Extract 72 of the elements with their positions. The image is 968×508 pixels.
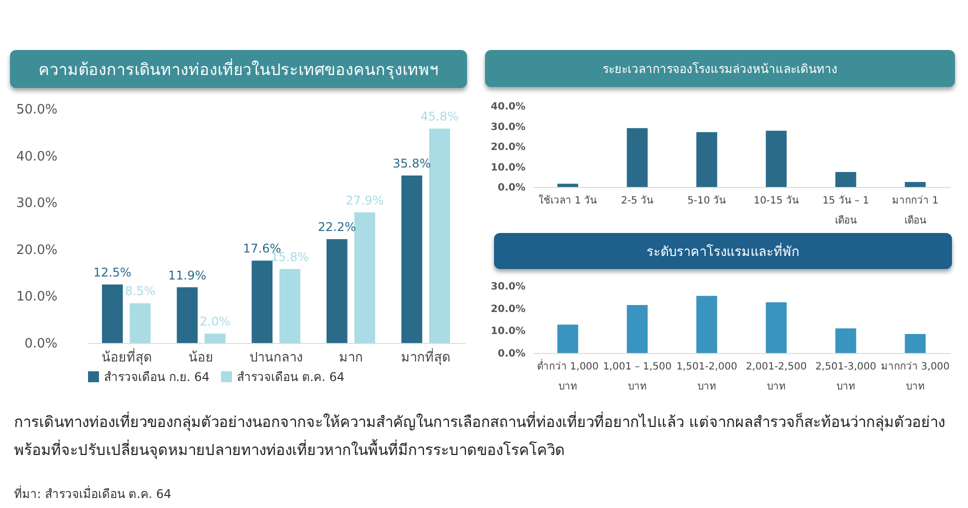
y-tick-label: 30.0%: [490, 122, 526, 133]
bar: [835, 172, 856, 187]
legend-label: สำรวจเดือน ก.ย. 64: [104, 370, 210, 384]
y-tick-label: 40.0%: [490, 102, 526, 112]
bar: [626, 304, 648, 353]
bar: [557, 324, 578, 353]
text: การเดินทางท่องเที่ยวของกลุ่มตัวอย่างนอกจากจะให้ความสำคัญในการเลือกสถานที่ท่องเที่ยวที่อยากไปแล้ว แต่จากผลสำรวจก็สะท้อนว่ากลุ่มตัวอย่างพร้อมที่จะปรับเปลี่ยนจุดหมายปลายทางท่องเที่ยวหากในพื้นที่มีการระบาดของโรคโควิด: [14, 410, 946, 462]
y-tick-label: 30.0%: [16, 196, 58, 212]
y-tick-label: 0.0%: [498, 348, 526, 360]
data-label: 22.2%: [318, 220, 356, 234]
title-banner: ระดับราคาโรงแรมและที่พัก: [494, 233, 952, 269]
y-tick-label: 50.0%: [16, 102, 58, 118]
bar: [835, 328, 856, 353]
chart-title: ความต้องการเดินทางท่องเที่ยวในประเทศของคนกรุงเทพฯ: [38, 58, 438, 82]
bar: [130, 303, 151, 343]
bar: [696, 132, 718, 187]
bar: [626, 128, 648, 187]
y-tick-label: 0.0%: [24, 336, 58, 352]
bar: [904, 334, 926, 353]
bar: [102, 284, 123, 343]
bar: [766, 302, 787, 353]
chart-title: ระดับราคาโรงแรมและที่พัก: [646, 242, 800, 262]
bar: [326, 239, 348, 343]
data-label: 45.8%: [420, 110, 459, 124]
x-tick-label: ปานกลาง: [250, 350, 302, 366]
y-tick-label: 10.0%: [490, 162, 526, 174]
x-tick-label: น้อย: [188, 350, 214, 366]
data-label: 27.9%: [346, 193, 384, 208]
chart-title: ระยะเวลาการจองโรงแรมล่วงหน้าและเดินทาง: [602, 61, 838, 78]
text: ที่มา: สำรวจเมื่อเดือน ต.ค. 64: [14, 484, 172, 503]
bar: [904, 182, 926, 187]
y-tick-label: 40.0%: [16, 149, 58, 164]
x-tick-label: 1,501-2,000 บาท: [676, 362, 738, 392]
y-tick-label: 20.0%: [16, 242, 58, 258]
y-tick-label: 20.0%: [490, 304, 526, 315]
x-tick-label: 2-5 วัน: [620, 196, 654, 206]
title-banner: ระยะเวลาการจองโรงแรมล่วงหน้าและเดินทาง: [485, 50, 955, 87]
data-label: 11.9%: [168, 268, 206, 282]
data-label: 8.5%: [124, 284, 156, 298]
x-tick-label: 10-15 วัน: [754, 196, 799, 206]
x-tick-label: 2,001-2,500 บาท: [746, 362, 807, 392]
x-tick-label: 2,501-3,000 บาท: [815, 362, 876, 392]
x-tick-label: มากกว่า 3,000 บาท: [880, 362, 950, 392]
x-tick-label: ใช้เวลา 1 วัน: [538, 194, 598, 206]
data-label: 2.0%: [200, 314, 230, 329]
title-banner: ความต้องการเดินทางท่องเที่ยวในประเทศของคนกรุงเทพฯ: [10, 50, 467, 88]
x-tick-label: มาก: [338, 350, 363, 366]
y-tick-label: 30.0%: [490, 282, 526, 292]
bar: [279, 269, 300, 343]
bar: [176, 287, 198, 343]
bar: [354, 212, 376, 343]
bar: [204, 334, 226, 343]
bar: [696, 296, 718, 353]
x-tick-label: มากกว่า 1 เดือน: [892, 196, 939, 226]
bar: [401, 175, 422, 343]
data-label: 12.5%: [93, 266, 132, 280]
y-tick-label: 10.0%: [16, 290, 58, 305]
y-tick-label: 10.0%: [490, 326, 526, 338]
bar: [557, 184, 578, 187]
x-tick-label: ต่ำกว่า 1,000 บาท: [536, 358, 599, 392]
legend-label: สำรวจเดือน ต.ค. 64: [237, 370, 345, 384]
bar: [766, 130, 787, 187]
y-tick-label: 20.0%: [490, 142, 526, 153]
x-tick-label: 1,001 – 1,500 บาท: [602, 362, 672, 392]
x-tick-label: 5-10 วัน: [687, 196, 726, 206]
x-tick-label: 15 วัน – 1 เดือน: [822, 196, 870, 226]
x-tick-label: มากที่สุด: [401, 348, 450, 366]
data-label: 35.8%: [392, 156, 431, 170]
y-tick-label: 0.0%: [498, 182, 526, 194]
x-tick-label: น้อยที่สุด: [101, 348, 152, 366]
bar: [429, 128, 450, 343]
bar: [252, 260, 273, 343]
